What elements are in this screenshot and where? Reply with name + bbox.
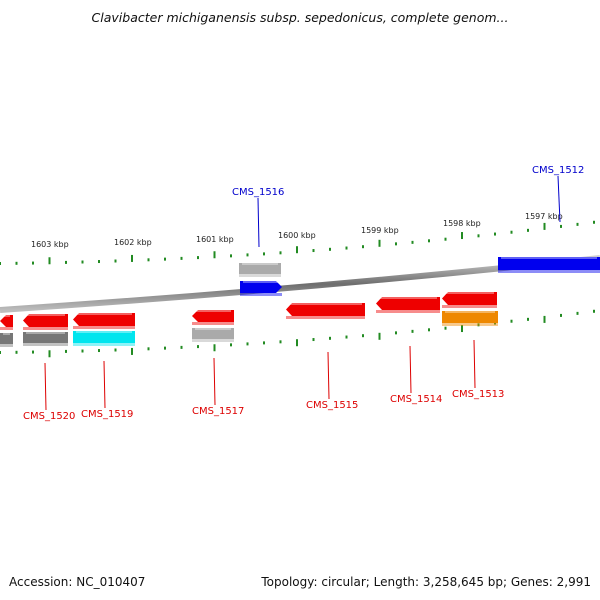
gene-label-cms-1514[interactable]: CMS_1514 — [390, 394, 442, 405]
gene-cms1520-grey-feature[interactable] — [23, 332, 68, 346]
scale-tick-label: 1599 kbp — [361, 226, 399, 235]
gene-leader-line — [213, 357, 216, 406]
gene-cms1520-arrow[interactable] — [23, 314, 68, 330]
gene-leader-line — [557, 175, 561, 223]
gene-label-cms-1519[interactable]: CMS_1519 — [81, 409, 133, 420]
gene-cms1514-arrow[interactable] — [376, 297, 440, 313]
topology-info: Topology: circular; Length: 3,258,645 bp… — [261, 575, 591, 589]
gene-cms1517-arrow[interactable] — [192, 310, 234, 325]
gene-label-cms-1516[interactable]: CMS_1516 — [232, 187, 284, 198]
gene-cms1519-arrow[interactable] — [73, 313, 135, 329]
scale-tick-label: 1603 kbp — [31, 240, 69, 249]
gene-leader-line — [103, 360, 106, 409]
accession-info: Accession: NC_010407 — [9, 575, 145, 589]
gene-partial-grey-feature[interactable] — [0, 333, 13, 347]
gene-cms1515-arrow[interactable] — [286, 303, 365, 319]
gene-cms1513-orange-feature[interactable] — [442, 311, 498, 326]
gene-label-cms-1515[interactable]: CMS_1515 — [306, 400, 358, 411]
gene-cms1516-grey-feature[interactable] — [239, 263, 281, 277]
gene-cms1513-arrow[interactable] — [442, 292, 497, 308]
scale-tick-label: 1601 kbp — [196, 235, 234, 244]
scale-tick-label: 1600 kbp — [278, 231, 316, 240]
gene-label-cms-1520[interactable]: CMS_1520 — [23, 411, 75, 422]
gene-cms1516-arrow[interactable] — [240, 281, 282, 296]
gene-partial-arrow[interactable] — [0, 315, 13, 330]
gene-cms1517-grey-feature[interactable] — [192, 328, 234, 342]
gene-label-cms-1513[interactable]: CMS_1513 — [452, 389, 504, 400]
feature-tracks — [0, 257, 600, 347]
gene-leader-line — [327, 351, 330, 400]
gene-labels: CMS_1512 CMS_1513 CMS_1514 CMS_1515 CMS_1516… — [23, 165, 584, 422]
accession-number: NC_010407 — [76, 575, 146, 589]
gene-cms1519-cyan-feature[interactable] — [73, 331, 135, 346]
genome-title: Clavibacter michiganensis subsp. sepedon… — [91, 10, 509, 25]
scale-tick-label: 1602 kbp — [114, 238, 152, 247]
scale-tick-label: 1597 kbp — [525, 212, 563, 221]
gene-leader-line — [409, 345, 412, 394]
gene-label-cms-1517[interactable]: CMS_1517 — [192, 406, 244, 417]
gene-leader-line — [257, 197, 260, 248]
outer-scale-ring — [0, 220, 595, 265]
gene-cms1512-arrow[interactable] — [498, 257, 600, 273]
gene-label-cms-1512[interactable]: CMS_1512 — [532, 165, 584, 176]
gene-leader-line — [473, 339, 476, 389]
gene-leader-line — [44, 362, 47, 411]
scale-labels: 1603 kbp 1602 kbp 1601 kbp 1600 kbp 1599 kbp… — [31, 212, 563, 249]
accession-label: Accession: — [9, 575, 73, 589]
scale-tick-label: 1598 kbp — [443, 219, 481, 228]
inner-scale-ring — [0, 309, 595, 358]
